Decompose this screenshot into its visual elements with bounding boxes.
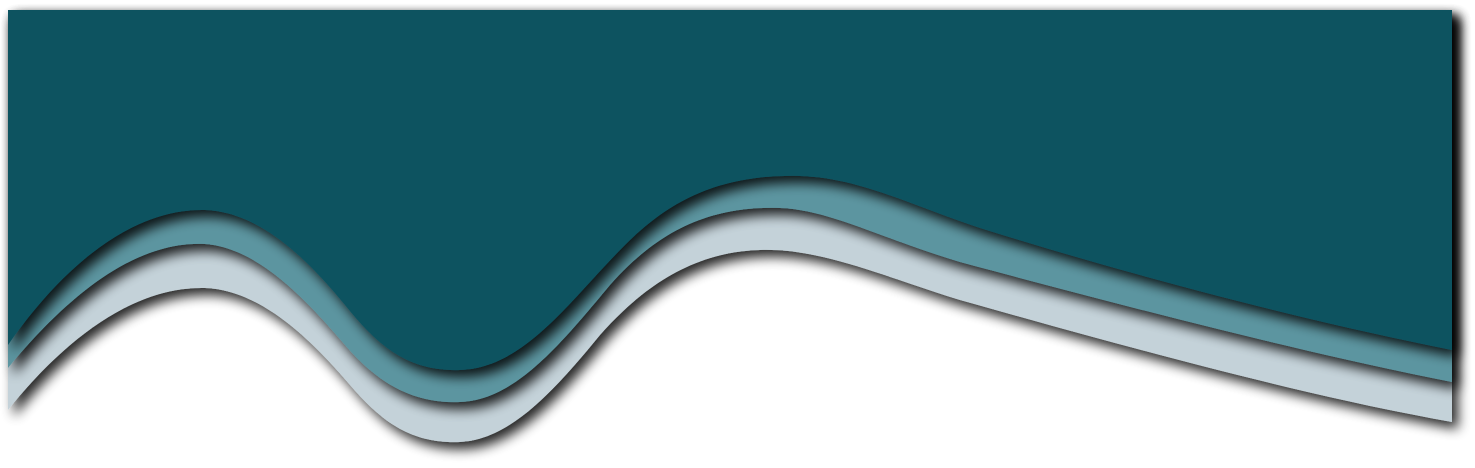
dark-teal-wave [8,10,1452,371]
